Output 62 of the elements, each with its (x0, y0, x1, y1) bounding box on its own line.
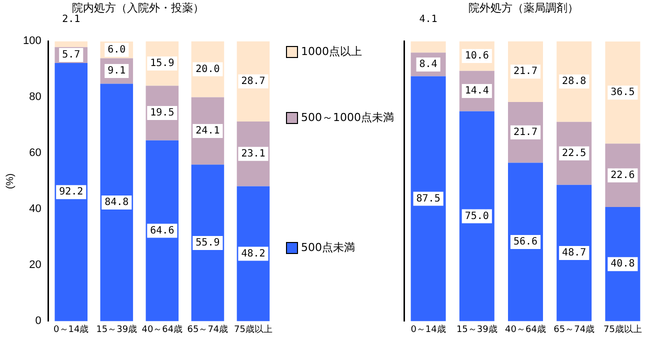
text: 500点未満 (301, 240, 355, 255)
x-tick-label: 40～64歳 (142, 324, 183, 335)
data-label: 6.0 (108, 44, 126, 56)
data-label: 75.0 (464, 210, 489, 222)
x-tick-label: 65～74歳 (554, 324, 595, 335)
data-label: 36.5 (610, 87, 635, 98)
chart-title: 院内処方（入院外・投薬） (72, 1, 204, 14)
y-tick-label: 60 (29, 147, 42, 160)
data-label: 5.7 (62, 50, 80, 61)
bar (410, 41, 446, 53)
x-tick-label: 0～14歳 (54, 324, 89, 335)
data-label: 28.7 (241, 76, 266, 87)
data-label: 64.6 (150, 225, 174, 236)
data-label: 28.8 (562, 76, 586, 88)
bar (508, 162, 543, 322)
bar (236, 186, 270, 322)
x-tick-label: 15～39歳 (456, 324, 498, 335)
data-label: 20.0 (196, 64, 220, 75)
bar (191, 164, 224, 322)
data-label: 48.2 (241, 248, 266, 260)
data-label: 84.8 (104, 197, 129, 208)
legend-label: 1000点以上 (301, 44, 362, 59)
data-label: 55.9 (196, 238, 220, 249)
bar (459, 111, 494, 322)
data-label: 87.5 (416, 193, 440, 204)
data-label: 22.6 (610, 170, 635, 181)
x-tick-label: 65～74歳 (187, 324, 228, 335)
bar (605, 206, 640, 322)
y-tick-label: 0 (35, 315, 42, 328)
x-tick-label: 15～39歳 (96, 324, 138, 335)
y-tick-label: 20 (29, 259, 42, 272)
data-label: 8.4 (419, 59, 438, 70)
data-label: 19.5 (150, 108, 174, 119)
x-tick-label: 40～64歳 (505, 324, 546, 335)
data-label: 21.7 (513, 66, 538, 78)
data-label: 10.6 (464, 50, 489, 62)
x-tick-label: 75歳以上 (234, 324, 272, 335)
data-label: 23.1 (241, 148, 266, 160)
chart-title: 院外処方（薬局調剤） (468, 1, 578, 14)
y-tick-label: 100 (22, 35, 42, 48)
data-label: 4.1 (419, 14, 438, 25)
data-label: 21.7 (513, 126, 538, 138)
data-label: 9.1 (108, 66, 126, 77)
data-label: 2.1 (62, 14, 80, 25)
data-label: 24.1 (196, 126, 220, 137)
bar (146, 140, 179, 322)
data-label: 22.5 (562, 148, 586, 159)
data-label: 56.6 (513, 236, 538, 248)
y-tick-label: 80 (29, 91, 42, 104)
data-label: 92.2 (59, 186, 84, 198)
x-tick-label: 75歳以上 (603, 324, 642, 335)
bar (410, 76, 446, 322)
data-label: 15.9 (150, 58, 174, 70)
data-label: 40.8 (610, 258, 635, 270)
y-tick-label: 40 (29, 203, 42, 216)
data-label: 14.4 (464, 86, 489, 97)
legend-label: 500～1000点未満 (301, 110, 394, 125)
data-label: 48.7 (562, 248, 586, 259)
bar (100, 84, 134, 322)
y-axis-title: (%) (4, 173, 16, 189)
x-tick-label: 0～14歳 (410, 324, 446, 335)
bar (556, 184, 592, 322)
